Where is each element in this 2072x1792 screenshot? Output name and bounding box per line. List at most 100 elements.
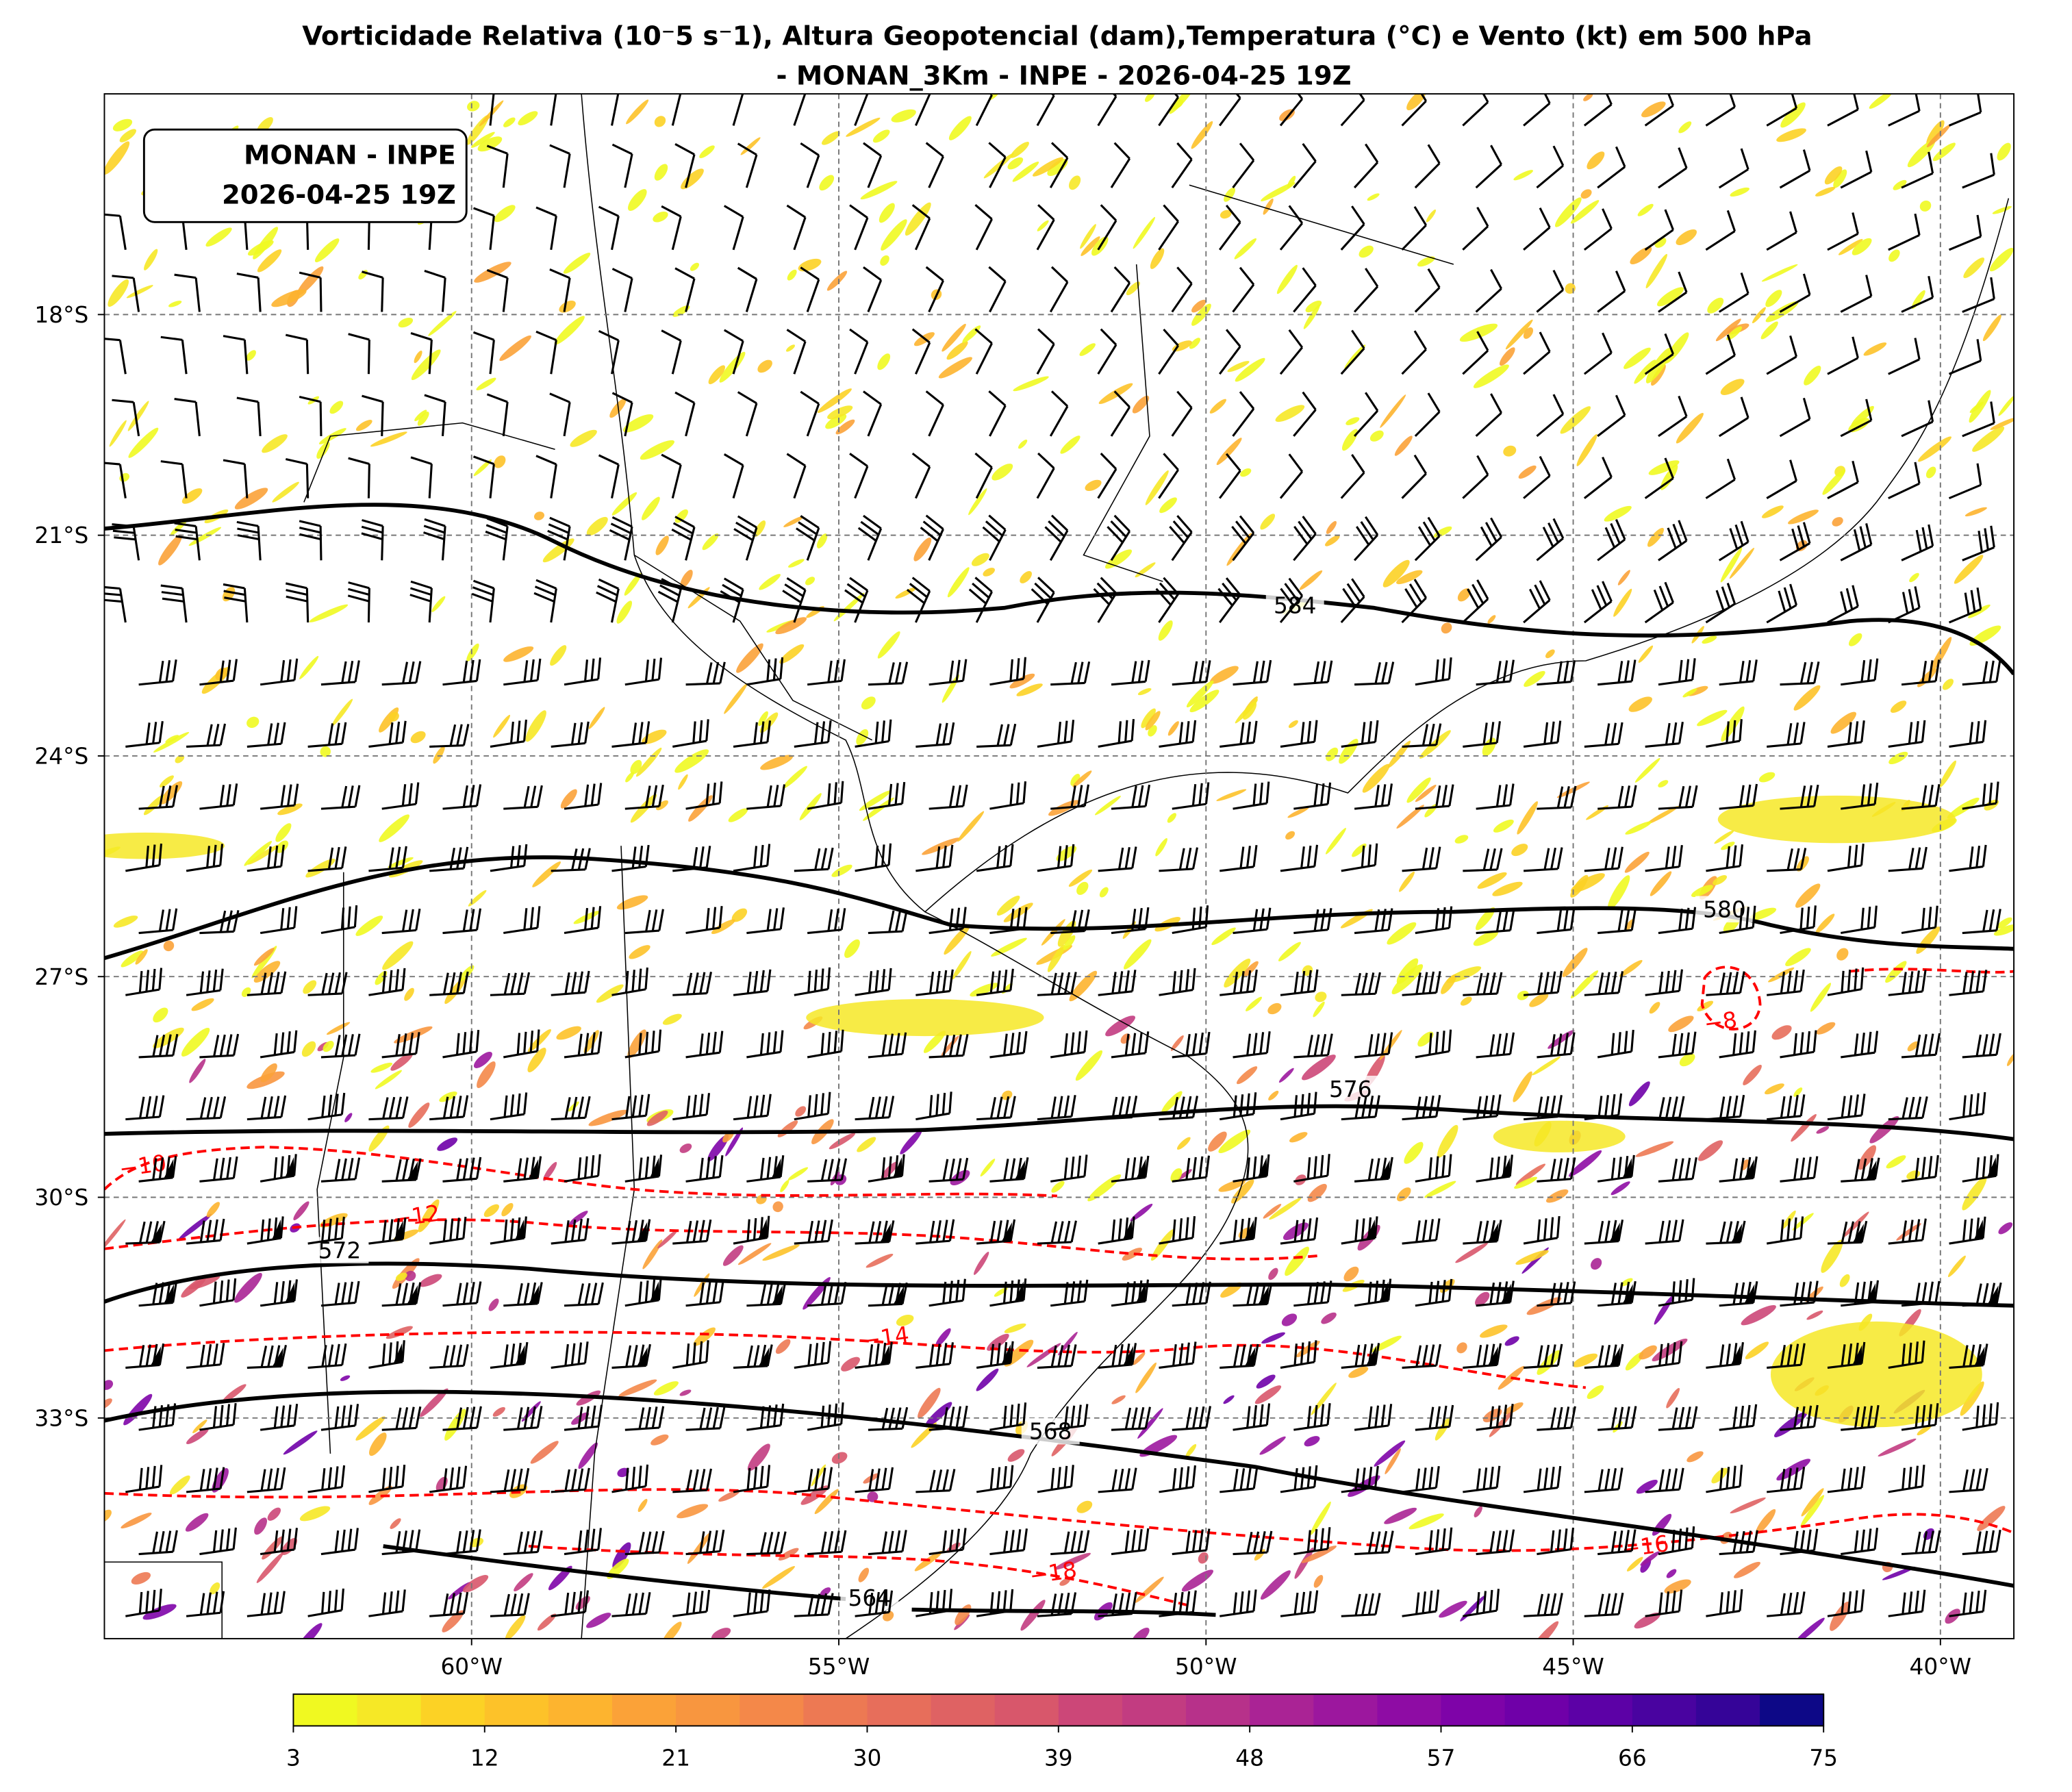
barb-feather [1367,1034,1374,1057]
vorticity-patch [991,464,1013,481]
vorticity-patch [1832,517,1843,527]
vorticity-patch [559,301,576,313]
wind-barb [928,907,967,935]
barb-feather [1176,266,1193,285]
barb-feather [472,207,494,217]
barb-feather [800,515,820,529]
wind-barb [1537,659,1576,686]
barb-feather [1070,844,1075,866]
barb-feather [104,598,123,603]
barb-staff [243,464,249,499]
barb-staff [1644,477,1674,499]
barb-feather [1739,785,1745,807]
barb-staff [1888,482,1920,500]
barb-feather [1921,720,1926,742]
barb-feather [827,1031,831,1054]
vorticity-patch [1729,547,1755,579]
barb-staff [319,526,323,561]
vorticity-patch [616,895,648,910]
barb-feather [1259,908,1265,931]
barb-feather [449,972,456,994]
grid [104,94,2014,1639]
barb-feather [293,906,298,929]
barb-feather [611,143,633,155]
barb-feather [644,721,650,744]
barb-feather [1547,522,1559,543]
barb-feather [455,1033,460,1055]
barb-feather [1847,722,1852,744]
barb-feather [1658,971,1664,994]
vorticity-patch [1460,996,1472,1006]
barb-feather [424,394,446,403]
barb-staff [1948,111,1982,127]
barb-feather [1867,783,1872,806]
vorticity-patch [722,1245,744,1266]
barb-feather [1083,784,1089,807]
barb-feather [1306,1035,1313,1057]
barb-feather [172,785,179,807]
wind-barb [598,205,620,251]
barb-feather [1534,584,1546,605]
temperature-contours: −8−10−12−14−16−18 [104,966,2014,1607]
barb-feather [165,785,172,807]
barb-feather [1908,848,1915,870]
vorticity-patch [825,414,847,429]
vorticity-patch [1131,1627,1150,1639]
wind-barb [624,784,664,810]
barb-feather [949,1034,956,1057]
barb-feather [1083,909,1090,931]
barb-feather [280,844,285,867]
barb-feather [982,526,1000,542]
barb-staff [1658,415,1687,438]
vorticity-patch [1967,604,1991,618]
barb-feather [735,521,755,535]
wind-barb [1293,391,1317,437]
barb-staff [1475,412,1502,438]
barb-feather [423,525,445,534]
barb-feather [1413,579,1427,598]
vorticity-patch [1885,961,1907,983]
vorticity-patch [1800,1495,1825,1528]
barb-feather [1320,908,1326,931]
wind-barb [989,657,1026,686]
barb-feather [888,662,895,684]
barb-feather [1976,587,1982,609]
wind-barb [1220,845,1258,872]
barb-feather [840,781,844,803]
barb-feather [1124,720,1128,742]
wind-barb [1524,847,1563,872]
vorticity-patch [617,1467,629,1478]
barb-feather [327,1094,333,1117]
vorticity-patch [1836,948,1849,961]
barb-feather [1653,589,1664,611]
wind-barb [672,972,712,996]
barb-feather [1009,1033,1015,1055]
barb-feather [868,971,873,994]
barb-feather [753,846,758,868]
barb-feather [1624,785,1630,807]
barb-feather [138,1096,145,1119]
wind-barb [1719,783,1758,810]
barb-feather [1489,1034,1495,1057]
vorticity-patch [121,1513,152,1529]
wind-barb [1962,525,1995,561]
barb-feather [1050,142,1069,159]
barb-feather [485,530,507,541]
wind-barb [1841,782,1879,810]
vorticity-patch [1628,696,1652,712]
wind-barb [1155,577,1179,623]
vorticity-patch [1518,465,1537,479]
vorticity-patch [1099,887,1109,898]
barb-feather [1671,970,1677,992]
barb-feather [1117,971,1124,994]
barb-feather [863,514,882,530]
wind-barb [855,968,892,996]
barb-feather [1070,785,1076,807]
barb-staff [1036,219,1055,251]
vorticity-patch [1707,297,1724,314]
barb-feather [1969,846,1974,869]
vorticity-patch [736,643,763,673]
barb-staff [928,280,944,313]
wind-barb [596,578,620,623]
barb-feather [786,577,806,591]
